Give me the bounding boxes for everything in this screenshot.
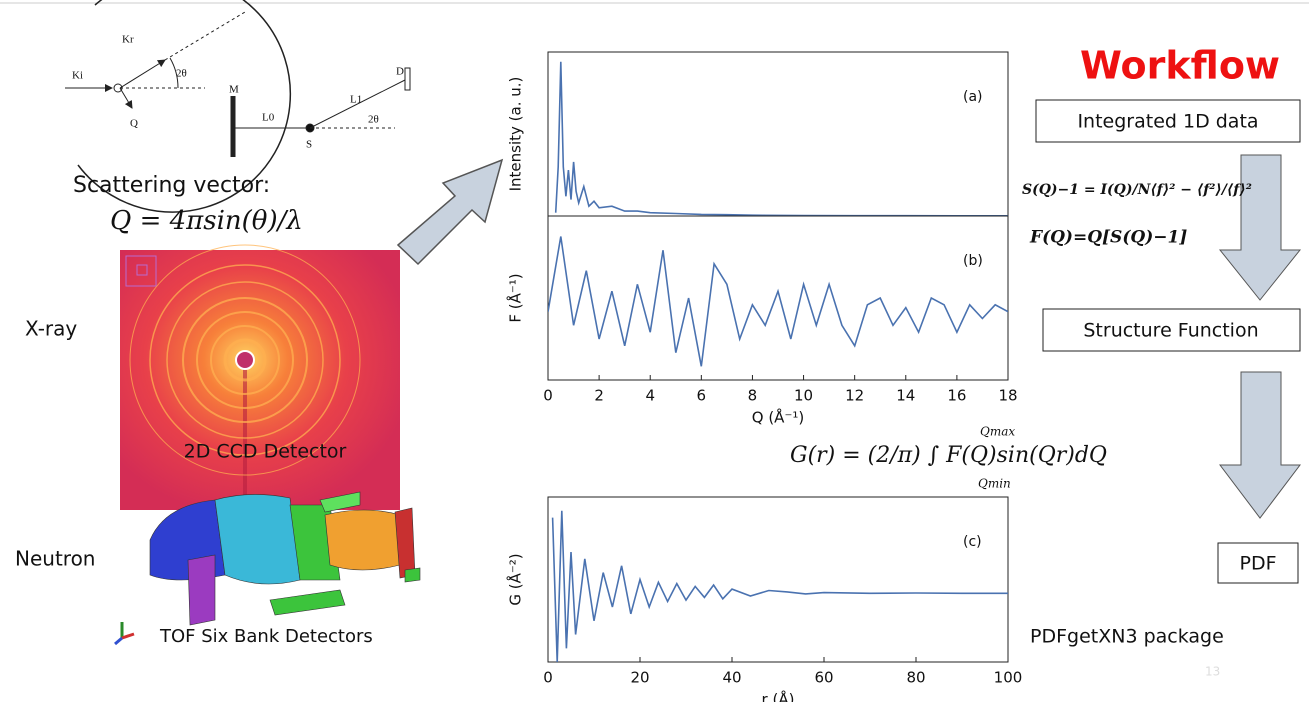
x-tick-label: 20 [630, 669, 649, 687]
diagram-label: M [229, 84, 239, 96]
step-label: PDF [1239, 553, 1276, 575]
diagram-label: L0 [262, 112, 275, 124]
step-box [1042, 308, 1301, 352]
plot-area [551, 510, 1008, 662]
workflow-title: Workflow [1080, 44, 1280, 88]
plot-frame [547, 51, 1009, 217]
ccd-image [120, 244, 400, 510]
panel-label: (b) [963, 253, 983, 269]
diagram-label: Kr [122, 34, 134, 46]
x-tick-label: 14 [896, 387, 915, 405]
neutron-label: Neutron [15, 547, 95, 571]
y-axis-label: Intensity (a. u.) [507, 77, 525, 192]
diagram-label: Q [130, 118, 138, 130]
xray-label: X-ray [25, 317, 77, 341]
step-label: Integrated 1D data [1077, 111, 1258, 133]
gr-formula: G(r) = (2/π) ∫ F(Q)sin(Qr)dQ [790, 443, 1107, 468]
step-label: Structure Function [1083, 320, 1258, 342]
x-tick-label: 60 [814, 669, 833, 687]
plot-area [554, 61, 1008, 216]
panel-label: (a) [963, 89, 983, 105]
y-axis-label: G (Å⁻²) [506, 553, 525, 605]
x-tick-label: 80 [906, 669, 925, 687]
y-axis-label: F (Å⁻¹) [506, 273, 525, 322]
diagram-label: Ki [72, 70, 83, 82]
diagram-label: S [306, 139, 312, 151]
diagram-label: D [396, 66, 404, 78]
x-tick-label: 10 [794, 387, 813, 405]
scattering-formula: Q = 4πsin(θ)/λ [110, 206, 303, 236]
x-tick-label: 4 [645, 387, 655, 405]
step-box [1217, 542, 1299, 584]
scattering-diagram [65, 0, 411, 213]
x-tick-label: 0 [543, 387, 553, 405]
gr-limit: Qmax [980, 425, 1015, 439]
diagram-label: 2θ [176, 68, 187, 80]
x-tick-label: 40 [722, 669, 741, 687]
down-arrow [1218, 154, 1302, 301]
scattering-label: Scattering vector: [73, 173, 270, 198]
x-tick-label: 12 [845, 387, 864, 405]
x-tick-label: 8 [748, 387, 758, 405]
fq-formula: F(Q)=Q[S(Q)−1] [1029, 228, 1187, 248]
gr-limit: Qmin [978, 477, 1011, 491]
x-tick-label: 6 [697, 387, 707, 405]
sq-formula: S(Q)−1 = I(Q)/N⟨f⟩² − ⟨f²⟩/⟨f⟩² [1022, 182, 1252, 198]
plot-frame [547, 215, 1009, 381]
plot-area [548, 236, 1008, 367]
data-line [548, 236, 1008, 367]
x-axis-label: Q (Å⁻¹) [752, 408, 804, 427]
page-number: 13 [1205, 665, 1220, 679]
down-arrow [1218, 371, 1302, 519]
diagram-label: L1 [350, 94, 362, 106]
diagram-label: 2θ [368, 114, 379, 126]
tof-label: TOF Six Bank Detectors [159, 626, 373, 647]
neutron-image [149, 491, 421, 626]
x-tick-label: 0 [543, 669, 553, 687]
step-box [1035, 99, 1301, 143]
x-tick-label: 100 [994, 669, 1023, 687]
x-tick-label: 2 [594, 387, 604, 405]
panel-label: (c) [963, 534, 982, 550]
data-line [551, 510, 1008, 662]
x-tick-label: 16 [947, 387, 966, 405]
x-tick-label: 18 [998, 387, 1017, 405]
plot-frame [547, 496, 1009, 663]
ccd-label: 2D CCD Detector [184, 441, 347, 463]
axes-icon [114, 622, 135, 646]
data-line [554, 61, 1008, 216]
x-axis-label: r (Å) [762, 690, 795, 702]
flow-arrow [396, 158, 504, 266]
package-label: PDFgetXN3 package [1030, 626, 1224, 648]
